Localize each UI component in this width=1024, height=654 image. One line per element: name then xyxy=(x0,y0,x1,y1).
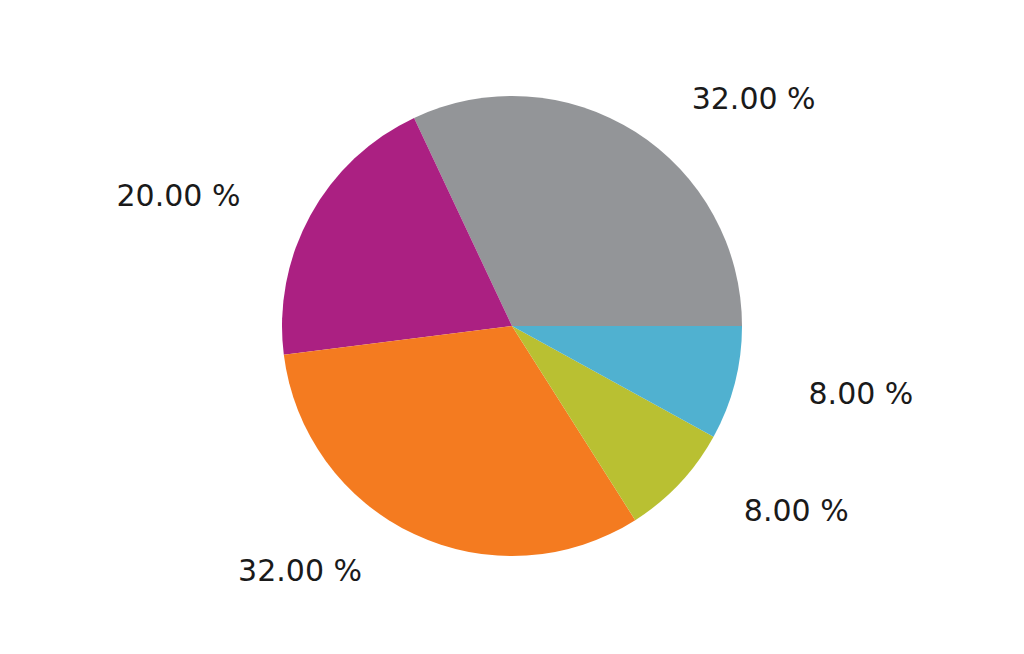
svg-text:32.00 %: 32.00 % xyxy=(692,81,816,116)
svg-text:32.00 %: 32.00 % xyxy=(238,553,362,588)
svg-text:20.00 %: 20.00 % xyxy=(116,178,240,213)
svg-text:8.00 %: 8.00 % xyxy=(744,493,849,528)
svg-text:8.00 %: 8.00 % xyxy=(809,376,914,411)
